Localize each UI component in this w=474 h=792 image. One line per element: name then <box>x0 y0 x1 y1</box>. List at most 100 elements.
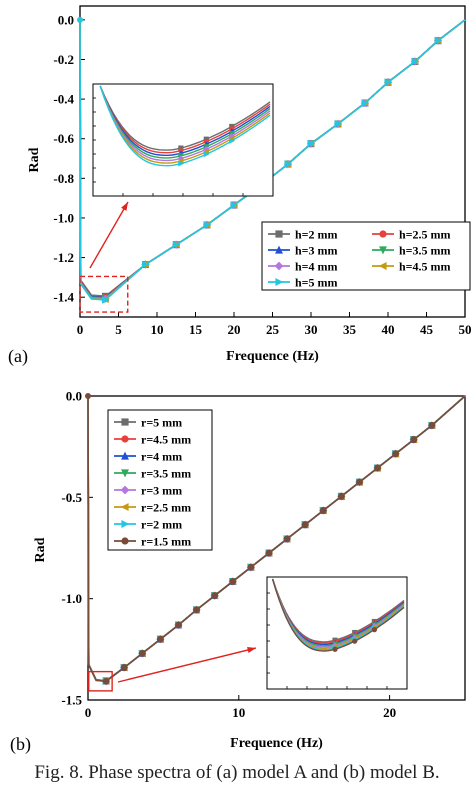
data-point <box>138 649 146 657</box>
inset-data-point <box>177 155 184 162</box>
data-point <box>284 160 292 168</box>
inset-series-line <box>271 578 405 652</box>
panel-b: 0.0 -0.5 -1.0 -1.50 10 20 Frequence (Hz) Rad (b)… <box>10 389 466 755</box>
legend: r=5 mm r=4.5 mm r=4 mm r=3.5 mm r=3 mm r=2.5 … <box>107 409 213 551</box>
y-tick-label: -0.8 <box>53 171 74 186</box>
inset-data-point <box>203 146 210 153</box>
legend-swatch-marker <box>121 418 129 426</box>
inset-series-line <box>99 85 271 151</box>
inset-data-point <box>332 646 338 652</box>
zoom-arrow-head <box>247 647 256 654</box>
y-tick-label: 0.0 <box>58 12 74 27</box>
data-point <box>434 36 443 45</box>
y-tick-label: -0.6 <box>53 131 74 146</box>
panel-label: (b) <box>10 734 31 755</box>
zoom-arrow-line <box>117 647 257 683</box>
legend-entry: r=1.5 mm <box>141 535 191 549</box>
legend: h=2 mm h=2.5 mm h=3 mm h=3.5 mm h=4 mm h=4.5 … <box>261 221 471 291</box>
data-point <box>203 221 212 229</box>
x-tick-label: 0 <box>85 705 92 720</box>
x-tick-label: 10 <box>232 705 245 720</box>
figure-caption: Fig. 8. Phase spectra of (a) model A and… <box>34 762 440 783</box>
legend-swatch-marker <box>120 503 129 511</box>
data-point <box>102 677 110 685</box>
x-tick-label: 25 <box>266 322 280 337</box>
x-tick-label: 50 <box>459 322 472 337</box>
data-point <box>142 260 150 269</box>
y-tick-label: -0.5 <box>61 490 82 505</box>
legend-swatch-marker <box>121 537 129 545</box>
legend-entry: r=3.5 mm <box>141 467 191 481</box>
zoom-arrow-head <box>121 202 128 211</box>
y-axis-label: Rad <box>33 537 48 562</box>
y-axis-label: Rad <box>27 147 42 172</box>
data-point <box>229 578 237 585</box>
data-point <box>392 450 400 458</box>
x-axis-label: Frequence (Hz) <box>230 736 323 751</box>
legend-swatch-marker <box>121 520 130 528</box>
legend-entry: r=2.5 mm <box>141 501 191 515</box>
legend-box <box>107 409 213 551</box>
y-tick-label: -0.4 <box>53 92 74 107</box>
legend-swatch-marker <box>378 262 387 270</box>
inset-series-line <box>99 85 271 154</box>
data-point <box>156 635 164 643</box>
legend-swatch-marker <box>121 451 129 460</box>
data-point <box>307 139 316 148</box>
data-point <box>361 99 369 107</box>
legend-entry: h=2 mm <box>295 228 338 242</box>
legend-entry: r=3 mm <box>141 484 182 498</box>
legend-entry: h=4 mm <box>295 260 338 274</box>
data-point <box>334 120 343 128</box>
x-tick-label: 15 <box>189 322 203 337</box>
data-point <box>283 535 291 543</box>
legend-entry: h=5 mm <box>295 276 338 290</box>
panel-label: (a) <box>8 346 28 367</box>
data-point <box>265 549 273 557</box>
data-point <box>319 507 327 514</box>
legend-entry: h=3.5 mm <box>399 244 451 258</box>
data-point-origin <box>77 16 83 23</box>
inset-data-point <box>352 638 358 644</box>
x-axis-label: Frequence (Hz) <box>226 349 319 364</box>
y-tick-label: -0.2 <box>53 52 74 67</box>
data-point <box>301 521 309 529</box>
legend-swatch-marker <box>121 435 129 443</box>
legend-swatch-marker <box>121 469 129 478</box>
x-tick-label: 35 <box>343 322 357 337</box>
inset-series-line <box>99 85 271 157</box>
legend-entry: h=4.5 mm <box>399 260 451 274</box>
legend-entry: r=5 mm <box>141 416 182 430</box>
data-point <box>356 478 363 486</box>
data-point <box>175 621 182 629</box>
legend-swatch-marker <box>120 485 130 495</box>
x-tick-label: 30 <box>305 322 318 337</box>
y-tick-label: -1.5 <box>61 693 82 708</box>
data-point <box>230 201 239 209</box>
inset <box>266 576 408 690</box>
x-tick-label: 40 <box>382 322 395 337</box>
inset-data-point <box>178 160 184 167</box>
inset <box>92 83 274 197</box>
y-tick-label: -1.2 <box>53 250 74 265</box>
inset-frame <box>92 83 274 197</box>
data-point <box>374 464 381 472</box>
legend-entry: r=4.5 mm <box>141 433 191 447</box>
x-tick-label: 10 <box>151 322 164 337</box>
legend-entry: h=2.5 mm <box>399 228 451 242</box>
inset-data-point <box>203 151 210 158</box>
y-tick-label: -1.4 <box>53 290 74 305</box>
data-point <box>211 592 219 600</box>
inset-frame <box>266 576 408 690</box>
zoom-arrow-line <box>89 201 129 269</box>
data-point <box>120 664 128 671</box>
x-tick-label: 20 <box>383 705 396 720</box>
inset-series-line <box>99 85 271 159</box>
inset-series-line <box>99 85 271 167</box>
x-tick-label: 45 <box>420 322 434 337</box>
data-point <box>102 296 110 304</box>
legend-entry: r=4 mm <box>141 450 182 464</box>
legend-box <box>261 221 471 291</box>
inset-data-point <box>229 138 235 144</box>
zoom-region-box <box>79 275 129 313</box>
